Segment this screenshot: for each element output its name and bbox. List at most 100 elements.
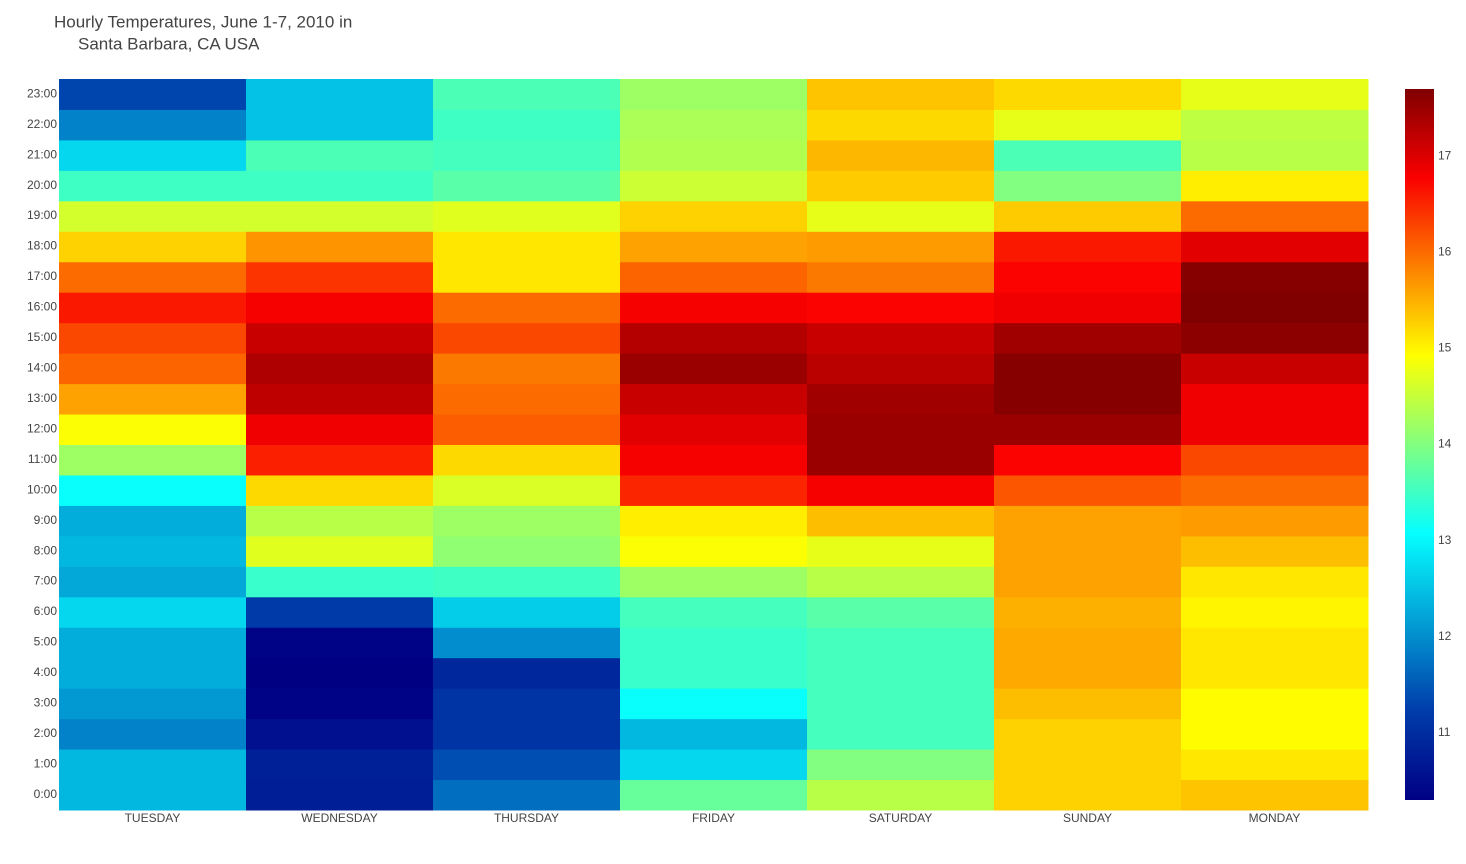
heatmap-cell [433, 749, 621, 781]
heatmap-cell [1181, 79, 1369, 110]
heatmap-cell [433, 474, 621, 506]
heatmap-cell [246, 535, 434, 567]
heatmap-cell [807, 139, 995, 171]
heatmap-cell [433, 170, 621, 202]
heatmap-cell [59, 688, 247, 720]
y-tick-label: 4:00 [34, 665, 58, 679]
heatmap-cell [59, 170, 247, 202]
colorbar [1405, 89, 1434, 800]
heatmap-cell [994, 474, 1182, 506]
y-tick-label: 22:00 [27, 117, 57, 131]
heatmap-cell [620, 535, 808, 567]
x-tick-label: FRIDAY [692, 811, 735, 825]
heatmap-cell [59, 383, 247, 415]
heatmap-cell [994, 383, 1182, 415]
heatmap-cell [807, 414, 995, 445]
heatmap-cell [59, 718, 247, 750]
heatmap-cell [433, 322, 621, 354]
heatmap-cell [807, 474, 995, 506]
y-tick-label: 7:00 [34, 574, 58, 588]
heatmap-cell [1181, 535, 1369, 567]
heatmap-cell [1181, 322, 1369, 354]
y-tick-label: 1:00 [34, 756, 58, 770]
heatmap-cell [620, 596, 808, 628]
x-tick-label: SUNDAY [1063, 811, 1112, 825]
heatmap-cell [807, 170, 995, 202]
heatmap-cell [59, 505, 247, 537]
heatmap-cell [994, 627, 1182, 659]
heatmap-cell [246, 292, 434, 324]
heatmap-cell [433, 200, 621, 232]
heatmap-cell [433, 718, 621, 750]
heatmap-cell [994, 749, 1182, 781]
heatmap-cell [246, 779, 434, 811]
heatmap-cell [246, 718, 434, 750]
heatmap-cell [59, 139, 247, 171]
heatmap-cell [620, 353, 808, 385]
heatmap-cell [59, 79, 247, 110]
heatmap-cell [433, 109, 621, 141]
heatmap-cell [59, 322, 247, 354]
heatmap-cell [807, 292, 995, 324]
heatmap-cell [620, 566, 808, 598]
colorbar-tick-label: 13 [1438, 533, 1452, 547]
heatmap-cell [620, 322, 808, 354]
heatmap-cell [994, 109, 1182, 141]
heatmap-cell [807, 627, 995, 659]
heatmap-cell [59, 414, 247, 445]
heatmap-cell [59, 292, 247, 324]
y-tick-label: 20:00 [27, 178, 57, 192]
heatmap-cell [807, 535, 995, 567]
heatmap-cell [1181, 109, 1369, 141]
heatmap-cell [433, 79, 621, 110]
heatmap-cell [994, 200, 1182, 232]
heatmap-cell [807, 566, 995, 598]
heatmap-cell [1181, 627, 1369, 659]
heatmap-cell [620, 170, 808, 202]
heatmap-cell [620, 627, 808, 659]
heatmap-cell [1181, 444, 1369, 476]
heatmap-cell [994, 779, 1182, 811]
heatmap-cell [994, 688, 1182, 720]
heatmap-cell [620, 231, 808, 263]
heatmap-cell [994, 444, 1182, 476]
heatmap-cell [246, 474, 434, 506]
heatmap-cell [433, 414, 621, 445]
heatmap-cell [246, 505, 434, 537]
heatmap-cell [994, 170, 1182, 202]
heatmap-cell [807, 688, 995, 720]
heatmap-cell [246, 231, 434, 263]
y-tick-label: 0:00 [34, 787, 58, 801]
heatmap-cell [246, 200, 434, 232]
heatmap-cell [59, 627, 247, 659]
x-tick-label: TUESDAY [125, 811, 181, 825]
heatmap-cell [59, 231, 247, 263]
heatmap-cell [620, 109, 808, 141]
heatmap-cell [1181, 292, 1369, 324]
heatmap-cell [807, 718, 995, 750]
heatmap-cell [59, 474, 247, 506]
heatmap-cell [620, 79, 808, 110]
heatmap-cell [620, 505, 808, 537]
heatmap-cell [246, 414, 434, 445]
heatmap-cell [59, 566, 247, 598]
heatmap-cell [433, 627, 621, 659]
x-tick-label: SATURDAY [869, 811, 933, 825]
heatmap-cell [59, 109, 247, 141]
heatmap-cell [246, 353, 434, 385]
heatmap-cell [246, 657, 434, 689]
heatmap-cell [433, 292, 621, 324]
heatmap-cell [994, 353, 1182, 385]
heatmap-cell [620, 779, 808, 811]
heatmap-cell [807, 353, 995, 385]
y-tick-label: 9:00 [34, 513, 58, 527]
y-tick-label: 15:00 [27, 330, 57, 344]
heatmap-cell [994, 535, 1182, 567]
heatmap-cell [246, 261, 434, 293]
heatmap-cell [1181, 474, 1369, 506]
colorbar-tick-label: 11 [1438, 725, 1451, 739]
heatmap-cell [994, 231, 1182, 263]
heatmap-cell [433, 261, 621, 293]
heatmap-cell [807, 79, 995, 110]
